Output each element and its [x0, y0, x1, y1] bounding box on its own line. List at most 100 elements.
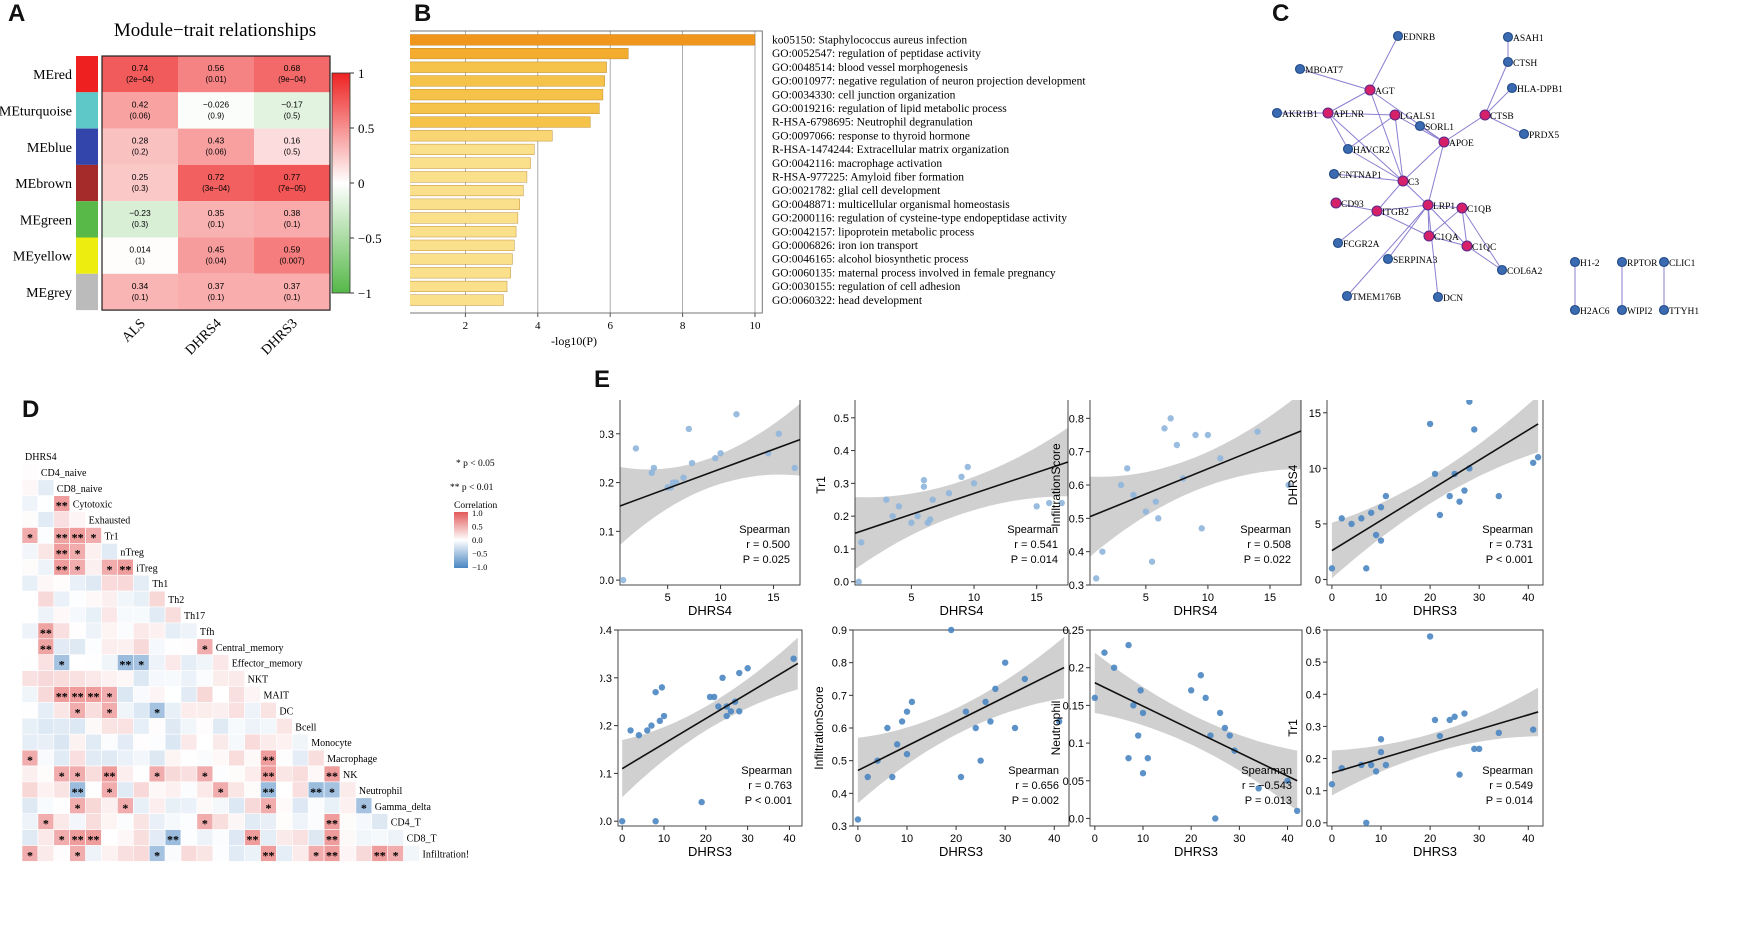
scatter-point	[957, 773, 965, 781]
module-row-label: MEyellow	[13, 250, 73, 265]
network-edge	[1394, 114, 1404, 182]
y-tick-label: 0.7	[832, 690, 847, 702]
corr-cell	[69, 622, 86, 640]
scatter-point	[1377, 504, 1385, 511]
corr-cell	[291, 749, 309, 767]
corr-cell	[53, 638, 70, 656]
x-tick-label: 0	[619, 833, 625, 845]
scatter-point	[1363, 565, 1370, 572]
scatter-point	[1377, 748, 1385, 756]
network-node	[1496, 264, 1508, 276]
corr-cell	[307, 829, 325, 846]
enrichment-term-label: R-HSA-977225: Amyloid fiber formation	[772, 172, 964, 184]
x-tick-label: 10	[968, 592, 980, 604]
y-tick-label: 0.1	[600, 768, 612, 780]
scatter-point	[736, 669, 743, 677]
scatter-point	[656, 717, 664, 725]
network-edge	[1443, 114, 1486, 143]
heatmap-a-value: 0.56	[208, 63, 225, 73]
corr-cell	[69, 813, 86, 830]
corr-cell	[37, 686, 55, 703]
network-edge	[1402, 180, 1429, 206]
network-node-label: APLNR	[1333, 110, 1365, 120]
scatter-point	[1198, 525, 1205, 532]
network-node-label: C1QC	[1472, 243, 1496, 253]
corr-cell	[148, 654, 166, 671]
scatter-panel: 0 10 20 30 40 0.0 0.05 0.1 0.15 0.2 0.25 DHRS3 Neutr…	[1049, 625, 1303, 859]
corr-cell	[164, 638, 182, 656]
network-node-label: TMEM176B	[1352, 293, 1401, 303]
network-node	[1330, 197, 1342, 209]
corr-significance-mark: *	[43, 817, 49, 831]
module-row-label: MEbrown	[15, 177, 72, 192]
corr-cell	[37, 606, 55, 624]
network-edge	[1369, 35, 1399, 91]
scatter-point	[1367, 509, 1375, 516]
scatter-point	[618, 818, 626, 825]
heatmap-a-cell	[102, 164, 178, 202]
scatter-frame	[1326, 400, 1544, 586]
heatmap-a-value: 0.74	[132, 63, 149, 73]
scatter-point	[977, 757, 984, 764]
scatter-point	[1456, 771, 1463, 778]
corr-cell	[212, 670, 230, 687]
corr-cell	[101, 543, 118, 560]
y-tick-label: 0.4	[834, 446, 849, 458]
corr-cell	[244, 765, 261, 783]
spearman-stat: r = 0.549	[1489, 780, 1533, 792]
corr-cell	[37, 829, 55, 846]
corr-cell	[212, 717, 230, 735]
y-tick-label: 0	[1315, 574, 1321, 586]
corr-legend-tick: 1.0	[472, 508, 483, 518]
corr-significance-mark: *	[75, 705, 81, 719]
corr-cell	[117, 733, 134, 751]
heatmap-a-value: −0.026	[203, 99, 230, 109]
y-tick-label: 0.2	[600, 721, 612, 733]
enrichment-bar	[410, 267, 511, 279]
corr-cell	[244, 781, 261, 799]
enrichment-bar	[410, 212, 519, 224]
enrichment-term-label: GO:0042116: macrophage activation	[772, 158, 942, 170]
scatter-point	[1058, 499, 1065, 507]
corr-cell	[244, 686, 261, 703]
scatter-point	[627, 727, 634, 734]
scatter-point	[895, 503, 903, 510]
corr-cell	[260, 813, 277, 830]
heatmap-a-pvalue: (0.3)	[132, 184, 149, 193]
corr-cell	[180, 733, 198, 751]
corr-cell	[276, 765, 293, 783]
scatter-point	[619, 576, 627, 584]
confidence-band	[1090, 400, 1301, 557]
scatter-point	[1125, 641, 1132, 649]
scatter-point	[685, 425, 693, 433]
heatmap-a-border	[101, 55, 331, 311]
network-node-label: H1-2	[1580, 259, 1600, 269]
corr-cell	[101, 749, 118, 767]
corr-significance-mark: *	[106, 689, 112, 703]
corr-cell	[37, 733, 55, 751]
confidence-band	[1331, 400, 1539, 579]
y-tick-label: 0.3	[600, 673, 612, 685]
scatter-point	[1446, 716, 1453, 724]
network-node	[1414, 120, 1426, 132]
heatmap-a-value: 0.42	[132, 99, 149, 109]
corr-significance-mark: *	[361, 801, 367, 815]
corr-variable-label: CD4_T	[391, 818, 421, 829]
scatter-point	[914, 512, 921, 520]
network-node	[1616, 256, 1628, 268]
corr-significance-mark: **	[262, 769, 274, 783]
scatter-frame	[854, 400, 1069, 586]
scatter-point	[1372, 531, 1380, 539]
network-node-label: DCN	[1443, 294, 1463, 304]
corr-cell	[37, 479, 55, 497]
spearman-stat: P = 0.013	[1245, 795, 1292, 807]
corr-significance-mark: *	[106, 785, 112, 799]
heatmap-a-col-label: DHRS4	[183, 316, 225, 358]
corr-significance-mark: *	[27, 530, 33, 544]
spearman-stat: Spearman	[741, 765, 792, 777]
corr-cell	[69, 511, 86, 528]
y-tick-label: 0.5	[1069, 513, 1084, 525]
corr-significance-mark: **	[72, 530, 84, 544]
network-edge	[1376, 180, 1404, 212]
corr-significance-mark: **	[310, 785, 322, 799]
